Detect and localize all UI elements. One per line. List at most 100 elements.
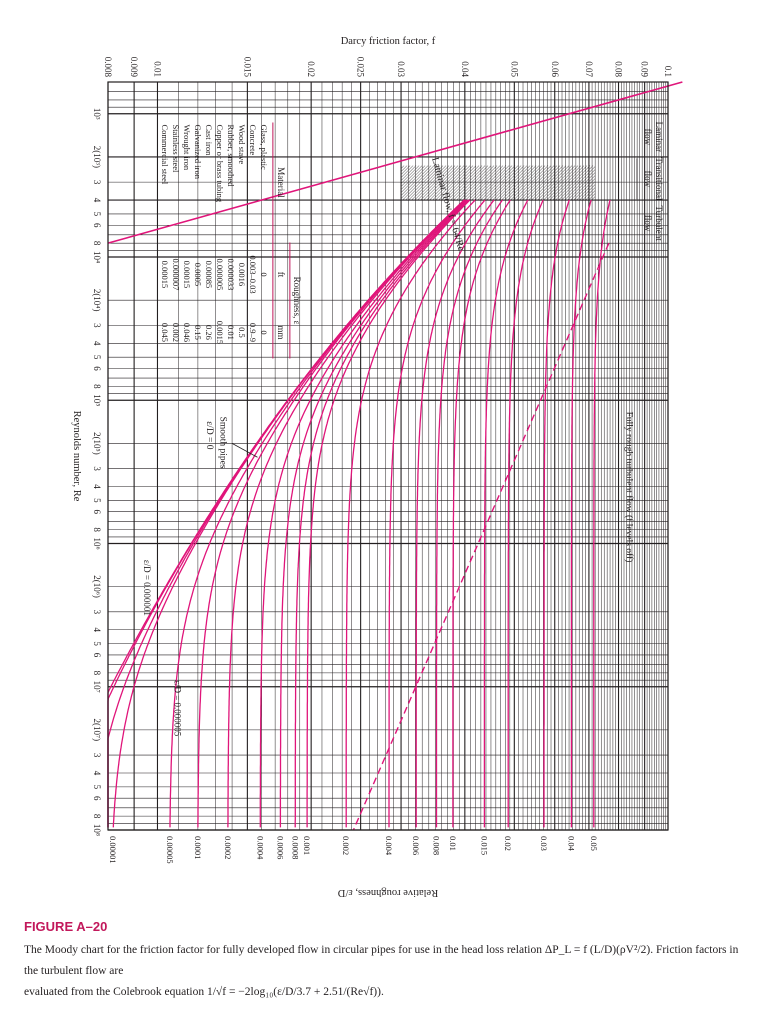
table-group-header: Roughness, ε: [292, 277, 302, 325]
roughness-label: 0.03: [539, 836, 549, 851]
x-axis-title: Reynolds number, Re: [71, 411, 82, 502]
figure-label: FIGURE A–20: [24, 919, 108, 934]
y-tick-label: 0.025: [356, 57, 366, 78]
hatch-line: [570, 175, 596, 201]
roughness-label: 0.015: [479, 836, 489, 855]
table-cell-material: Cast iron: [204, 124, 214, 156]
x-tick-label: 3: [92, 323, 102, 328]
hatch-line: [528, 165, 564, 201]
hatch-line: [555, 165, 591, 201]
x-tick-label: 5: [92, 498, 102, 503]
table-cell-ft: 0.0005: [193, 263, 203, 286]
hatch-line: [411, 165, 447, 201]
table-cell-material: Rubber, smoothed: [226, 124, 236, 187]
hatch-line: [492, 165, 528, 201]
roughness-label: 0.008: [431, 836, 441, 855]
transitional-region-label: Transitional: [654, 157, 664, 201]
x-tick-label: 6: [92, 509, 102, 514]
x-tick-label: 3: [92, 610, 102, 615]
table-cell-material: Galvanized iron: [193, 124, 203, 179]
friction-curve: [306, 199, 471, 828]
hatch-line: [400, 165, 426, 190]
hatch-line: [405, 165, 441, 201]
table-cell-material: Wrought iron: [182, 124, 192, 170]
x-tick-label: 5: [92, 785, 102, 790]
x-tick-label: 8: [92, 527, 102, 532]
x-tick-label: 10³: [92, 108, 102, 120]
x-tick-label: 4: [92, 628, 102, 633]
y-tick-label: 0.06: [550, 61, 560, 77]
hatch-line: [400, 165, 429, 193]
table-cell-ft: 0.003–0.03: [248, 255, 258, 293]
table-cell-mm: 0.0015: [215, 321, 225, 344]
x-tick-label: 8: [92, 241, 102, 246]
figure-caption: The Moody chart for the friction factor …: [24, 940, 739, 1003]
x-tick-label: 2(10⁶): [92, 575, 102, 598]
hatch-line: [567, 172, 596, 201]
table-cell-ft: 0.00015: [160, 261, 170, 289]
hatch-line: [462, 165, 498, 201]
table-cell-mm: 0.15: [193, 325, 203, 340]
x-tick-label: 4: [92, 771, 102, 776]
hatch-line: [453, 165, 489, 201]
hatch-line: [477, 165, 513, 201]
friction-curve: [593, 199, 611, 828]
hatch-line: [420, 165, 456, 201]
table-cell-mm: 0.045: [160, 323, 170, 342]
hatch-line: [552, 165, 588, 201]
tick-labels: 10³ 2(10³) 3 4 5 6 8 10⁴ 2(10⁴) 3 4 5 6 8 10⁵ 2(10⁵) 3 4 5…: [71, 36, 673, 898]
hatch-line: [414, 165, 450, 201]
table-cell-ft: 0.000007: [171, 259, 181, 291]
roughness-label: 0.0004: [255, 836, 265, 860]
fully-rough-label: Fully rough turbulent flow (f levels off…: [624, 412, 635, 563]
roughness-label: 0.0001: [193, 836, 203, 859]
table-cell-ft: 0.0016: [237, 263, 247, 286]
table-cell-ft: 0.00015: [182, 261, 192, 289]
hatch-line: [400, 165, 420, 184]
hatch-line: [519, 165, 555, 201]
friction-curve: [197, 199, 466, 828]
hatch-line: [579, 184, 596, 201]
roughness-label: 0.002: [341, 836, 351, 855]
transitional-region-label: flow: [643, 171, 653, 188]
hatch-line: [400, 165, 405, 169]
x-tick-label: 8: [92, 671, 102, 676]
hatch-line: [474, 165, 510, 201]
roughness-label: 0.0002: [223, 836, 233, 859]
x-tick-label: 4: [92, 484, 102, 489]
caption-line-1: The Moody chart for the friction factor …: [24, 944, 739, 977]
x-tick-label: 10⁶: [92, 537, 102, 549]
x-tick-label: 10⁴: [92, 251, 102, 263]
smooth-pipes-label: ε/D = 0: [204, 421, 214, 450]
table-header-ft: ft: [276, 272, 286, 278]
hatch-line: [498, 165, 534, 201]
x-tick-label: 5: [92, 355, 102, 360]
table-cell-material: Commercial steel: [160, 124, 170, 184]
hatch-line: [426, 165, 462, 201]
hatch-line: [468, 165, 504, 201]
turbulent-region-label: flow: [643, 215, 653, 232]
y-tick-label: 0.05: [509, 61, 519, 77]
roughness-label: 0.05: [589, 836, 599, 851]
y-tick-label: 0.08: [614, 61, 624, 77]
friction-curve: [435, 199, 503, 828]
fully-rough-boundary: [352, 242, 610, 831]
y-tick-label: 0.015: [242, 57, 252, 78]
hatch-line: [429, 165, 465, 201]
hatch-line: [510, 165, 546, 201]
hatch-line: [435, 165, 471, 201]
friction-curve: [107, 199, 465, 828]
roughness-label: 0.006: [411, 836, 421, 855]
table-cell-mm: 0.01: [226, 325, 236, 340]
hatch-line: [400, 165, 423, 187]
y-tick-label: 0.009: [129, 57, 139, 78]
hatch-line: [402, 165, 438, 201]
x-tick-label: 3: [92, 753, 102, 758]
x-tick-label: 2(10⁴): [92, 289, 102, 312]
table-cell-material: Stainless steel: [171, 124, 181, 173]
hatch-line: [531, 165, 567, 201]
hatch-line: [513, 165, 549, 201]
table-cell-ft: 0.00085: [204, 261, 214, 289]
caption-line-2: evaluated from the Colebrook equation 1/…: [24, 986, 384, 998]
